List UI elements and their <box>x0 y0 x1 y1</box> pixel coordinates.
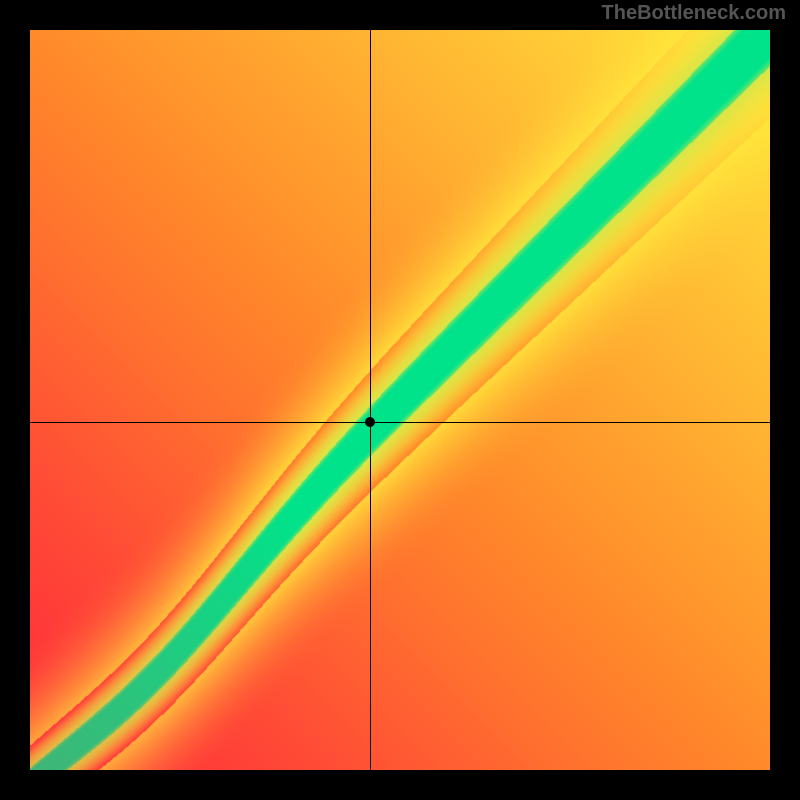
watermark-text: TheBottleneck.com <box>602 2 786 25</box>
heatmap-canvas <box>30 30 770 770</box>
crosshair-point <box>365 417 375 427</box>
crosshair-vertical <box>370 30 371 770</box>
crosshair-horizontal <box>30 422 770 423</box>
heatmap-plot <box>30 30 770 770</box>
